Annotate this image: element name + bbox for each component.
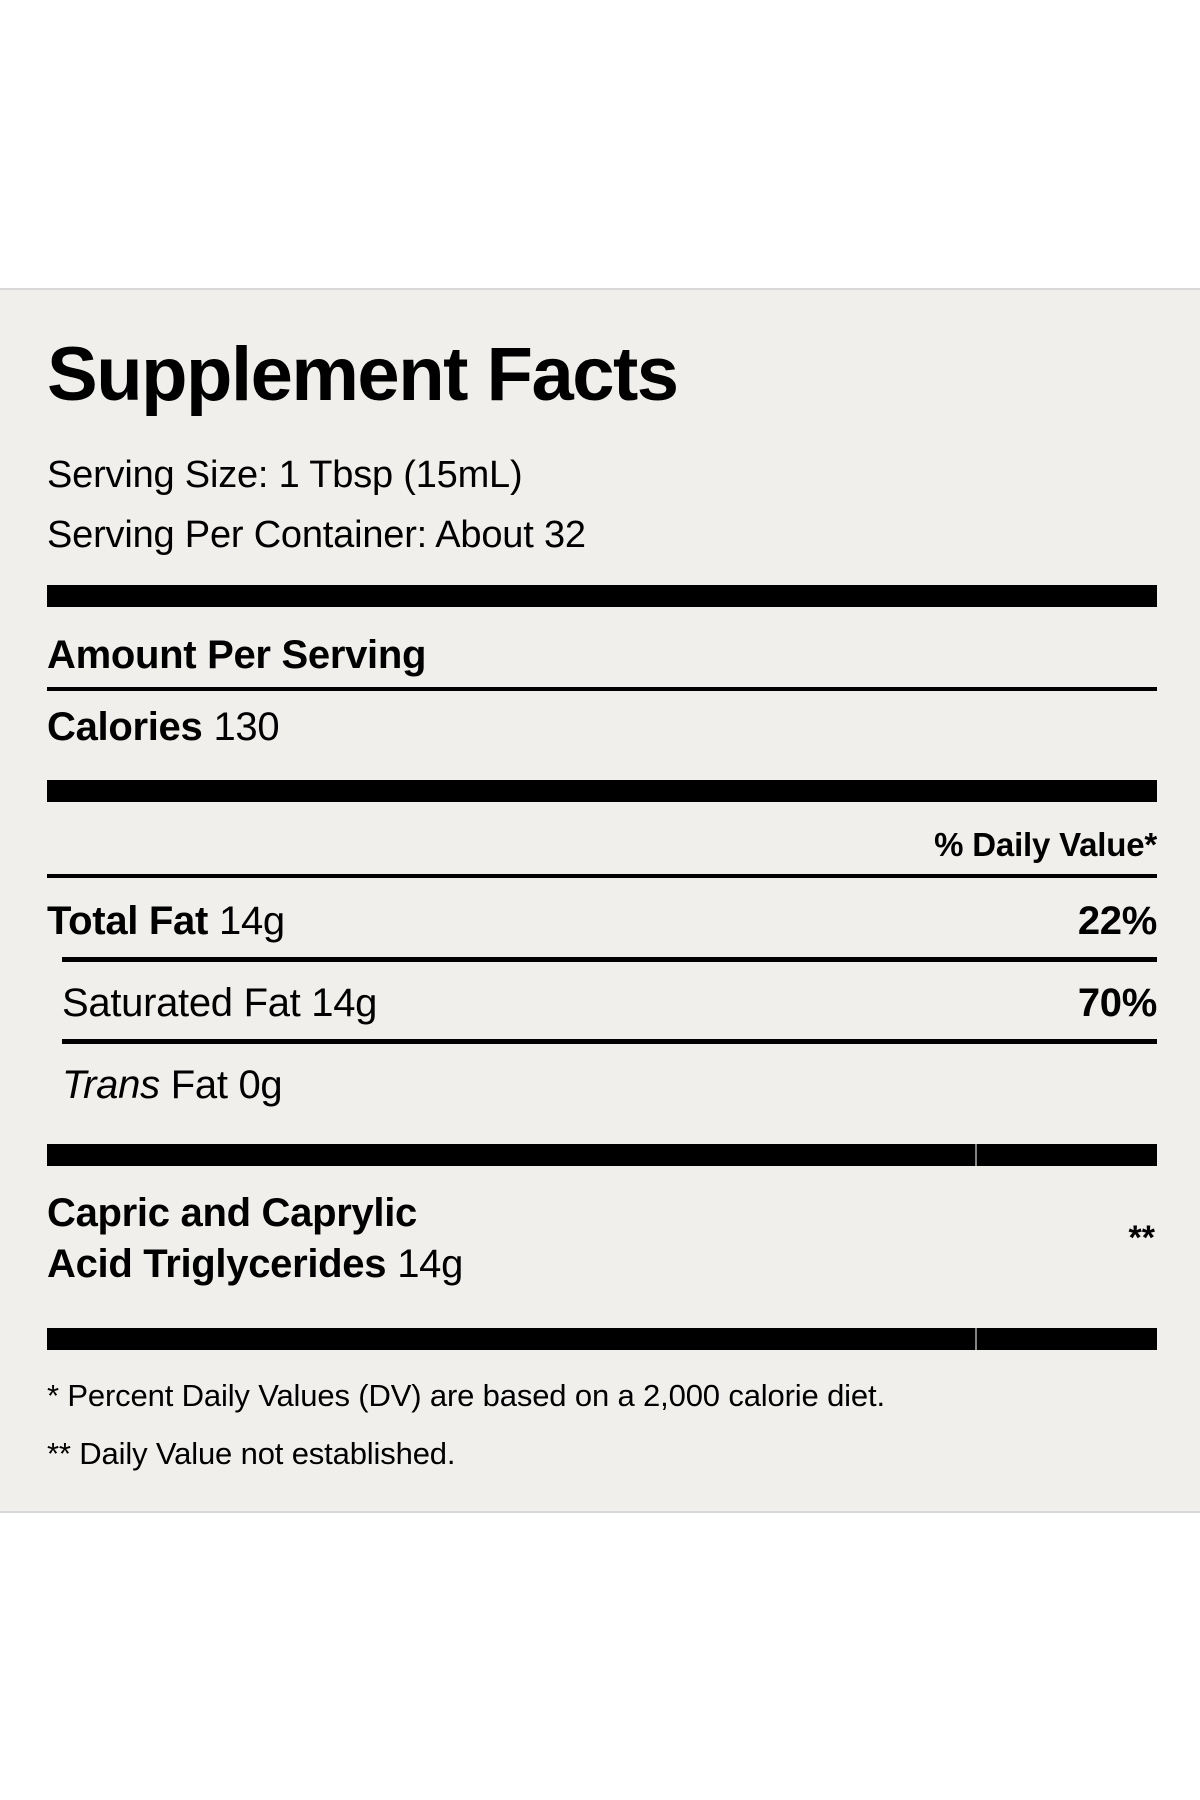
ingredient-label: Capric and Caprylic Acid Triglycerides 14… bbox=[47, 1188, 463, 1290]
divider-under-amount-header bbox=[47, 687, 1157, 692]
table-row-trans-fat: Trans Fat 0g bbox=[47, 1044, 1157, 1123]
ingredient-dv-marker: ** bbox=[1128, 1219, 1155, 1258]
calories-row: Calories 130 bbox=[47, 691, 1157, 760]
daily-value-header-row: % Daily Value* bbox=[47, 802, 1157, 874]
divider-under-saturated-fat bbox=[62, 1039, 1157, 1045]
serving-info-block: Serving Size: 1 Tbsp (15mL) Serving Per … bbox=[47, 445, 1157, 565]
divider-thick-calories bbox=[47, 780, 1157, 803]
trans-fat-name: Trans bbox=[62, 1063, 160, 1108]
table-row-ingredient: Capric and Caprylic Acid Triglycerides 14… bbox=[47, 1166, 1157, 1308]
divider-under-dv-header bbox=[47, 874, 1157, 879]
ingredient-amount: 14g bbox=[397, 1241, 464, 1286]
trans-fat-label: Trans Fat 0g bbox=[62, 1062, 283, 1109]
trans-fat-amount: Fat 0g bbox=[170, 1063, 283, 1108]
table-row-saturated-fat: Saturated Fat 14g 70% bbox=[47, 962, 1157, 1039]
daily-value-header: % Daily Value* bbox=[934, 826, 1157, 864]
calories-label: Calories bbox=[47, 705, 203, 750]
divider-thick-after-ingredient bbox=[47, 1328, 1157, 1350]
total-fat-amount: 14g bbox=[219, 899, 285, 944]
total-fat-label: Total Fat 14g bbox=[47, 898, 285, 945]
footnote-not-established: ** Daily Value not established. bbox=[47, 1435, 456, 1471]
ingredient-name-line2: Acid Triglycerides bbox=[47, 1241, 387, 1286]
saturated-fat-dv: 70% bbox=[1077, 981, 1157, 1026]
serving-size-text: Serving Size: 1 Tbsp (15mL) bbox=[47, 454, 523, 496]
footnotes-block: * Percent Daily Values (DV) are based on… bbox=[47, 1350, 1157, 1473]
divider-thick-before-ingredient bbox=[47, 1143, 1157, 1166]
supplement-facts-panel: Supplement Facts Serving Size: 1 Tbsp (1… bbox=[0, 288, 1200, 1513]
footnote-daily-value: * Percent Daily Values (DV) are based on… bbox=[47, 1378, 885, 1413]
amount-per-serving-header: Amount Per Serving bbox=[47, 633, 427, 678]
total-fat-name: Total Fat bbox=[47, 899, 208, 944]
calories-value: 130 bbox=[213, 705, 280, 750]
page-title: Supplement Facts bbox=[47, 332, 679, 417]
ingredient-name-line1: Capric and Caprylic bbox=[47, 1190, 417, 1235]
servings-per-container-text: Serving Per Container: About 32 bbox=[47, 514, 586, 557]
divider-under-total-fat bbox=[62, 957, 1157, 963]
divider-thick-top bbox=[47, 585, 1157, 608]
saturated-fat-label: Saturated Fat 14g bbox=[62, 981, 378, 1026]
supplement-facts-content: Supplement Facts Serving Size: 1 Tbsp (1… bbox=[47, 290, 1157, 1491]
table-row-total-fat: Total Fat 14g 22% bbox=[47, 878, 1157, 957]
total-fat-dv: 22% bbox=[1077, 899, 1157, 944]
